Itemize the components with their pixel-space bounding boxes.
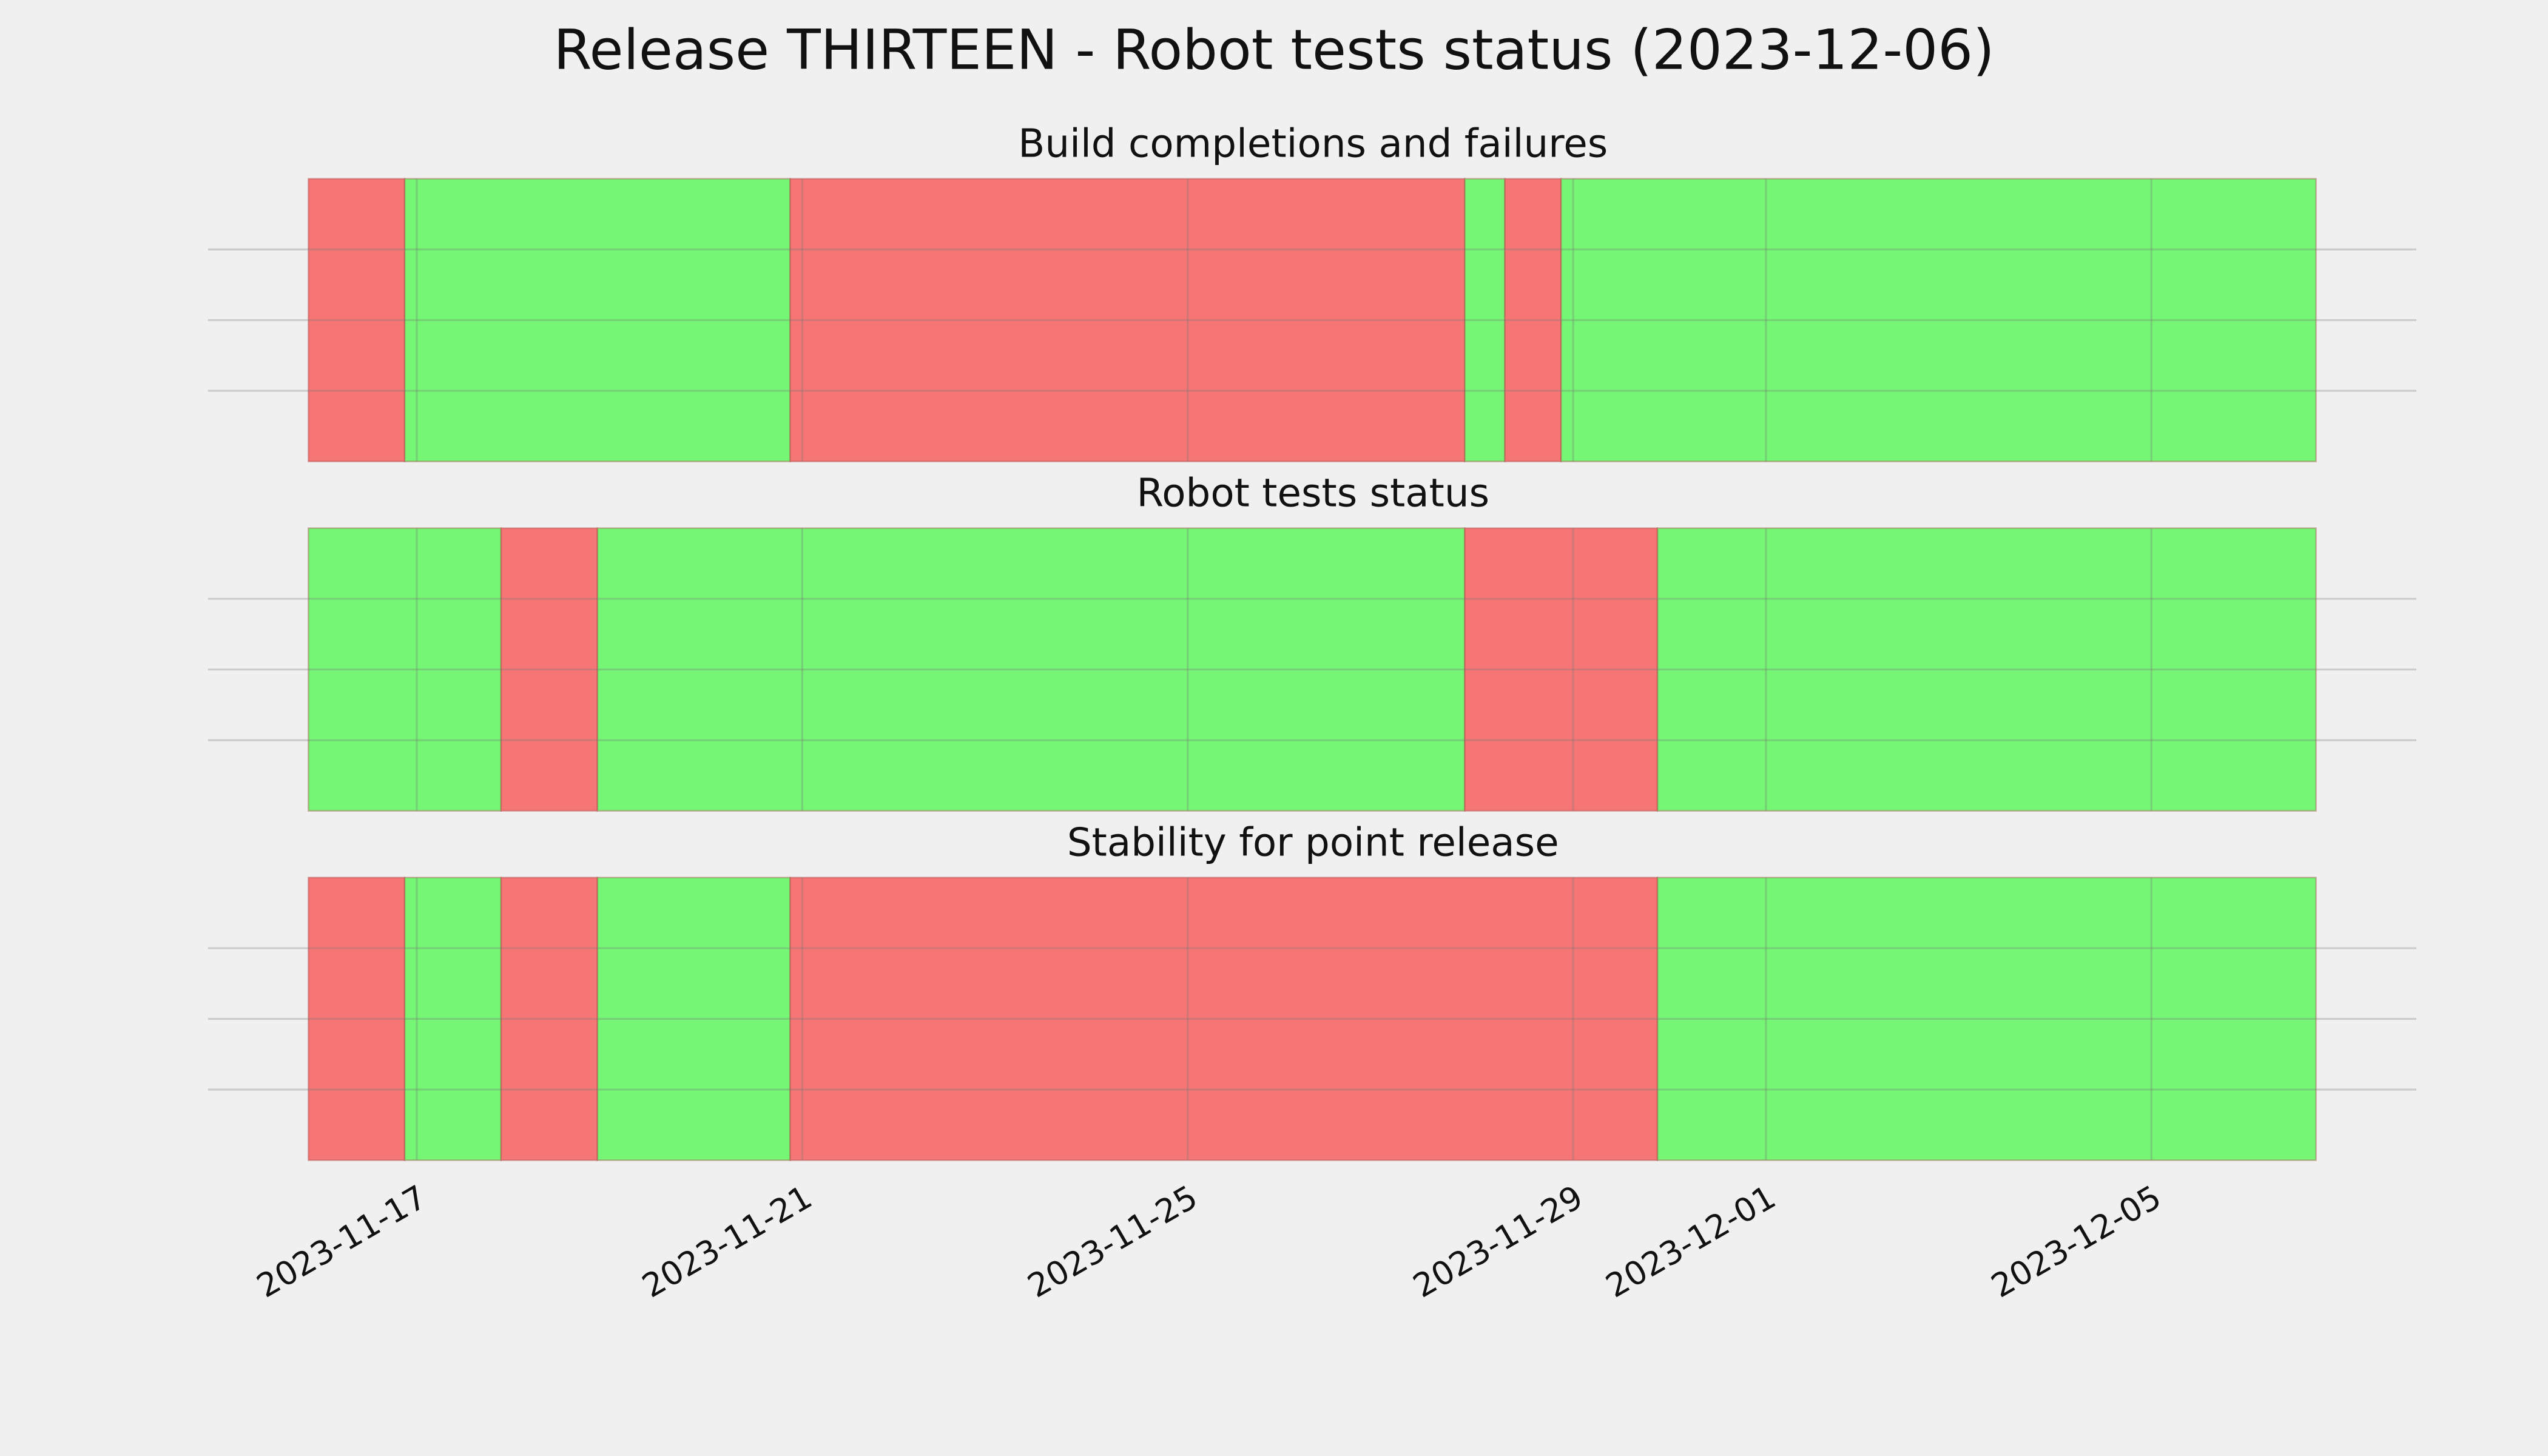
status-span bbox=[789, 877, 1659, 1161]
status-span bbox=[307, 178, 406, 463]
status-span bbox=[789, 178, 1466, 463]
status-span bbox=[500, 877, 599, 1161]
panel-title: Build completions and failures bbox=[1018, 121, 1608, 167]
status-span bbox=[596, 877, 791, 1161]
status-span bbox=[307, 527, 502, 812]
status-span bbox=[307, 877, 406, 1161]
chart-title: Release THIRTEEN - Robot tests status (2… bbox=[553, 18, 1994, 82]
status-span bbox=[403, 877, 502, 1161]
status-span bbox=[596, 527, 1466, 812]
status-span bbox=[1464, 527, 1659, 812]
status-span bbox=[1656, 527, 2317, 812]
panel-title: Stability for point release bbox=[1067, 820, 1559, 865]
status-span bbox=[1504, 178, 1562, 463]
status-span bbox=[403, 178, 791, 463]
status-span bbox=[500, 527, 599, 812]
panel-title: Robot tests status bbox=[1136, 471, 1489, 516]
status-span bbox=[1464, 178, 1506, 463]
status-span bbox=[1560, 178, 2317, 463]
status-span bbox=[1656, 877, 2317, 1161]
